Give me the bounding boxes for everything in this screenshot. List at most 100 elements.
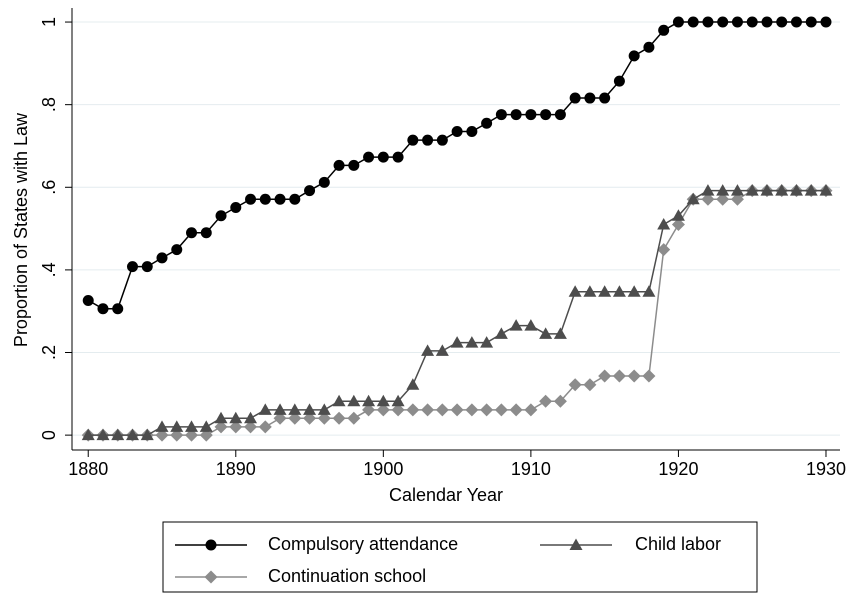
marker [171, 244, 183, 256]
marker [111, 428, 125, 441]
marker [377, 151, 389, 163]
marker [96, 428, 110, 441]
y-tick-label: 1 [39, 17, 59, 27]
marker [716, 192, 730, 206]
marker [304, 185, 316, 197]
marker [348, 159, 360, 171]
marker [199, 428, 213, 442]
marker [155, 428, 169, 442]
marker [805, 16, 817, 28]
marker [170, 420, 184, 432]
marker [672, 16, 684, 28]
x-tick-label: 1930 [806, 459, 846, 479]
marker [642, 369, 656, 383]
marker [598, 285, 612, 297]
marker [362, 403, 376, 417]
marker [362, 394, 376, 407]
marker [244, 411, 258, 424]
marker [539, 394, 553, 408]
marker [598, 369, 612, 383]
x-tick-label: 1890 [216, 459, 256, 479]
marker [804, 184, 818, 196]
marker [214, 411, 228, 424]
marker [510, 109, 522, 121]
marker [229, 420, 243, 434]
marker [466, 126, 478, 138]
marker [376, 403, 390, 417]
marker [214, 420, 228, 434]
marker [422, 134, 434, 146]
marker [333, 159, 345, 171]
marker [200, 227, 212, 239]
marker [156, 252, 168, 264]
marker [745, 184, 759, 196]
marker [140, 428, 154, 441]
marker [258, 403, 272, 415]
marker [450, 336, 464, 348]
marker [435, 403, 449, 417]
marker [406, 403, 420, 417]
marker [332, 411, 346, 425]
marker [746, 16, 758, 28]
marker [125, 428, 139, 441]
marker [539, 327, 553, 339]
marker [612, 285, 626, 297]
marker [376, 394, 390, 407]
marker [347, 411, 361, 425]
marker [730, 184, 744, 196]
marker [553, 327, 567, 339]
marker [776, 16, 788, 28]
marker [317, 411, 331, 425]
marker [391, 394, 405, 407]
marker [509, 403, 523, 417]
marker [687, 16, 699, 28]
marker [273, 411, 287, 425]
marker [451, 126, 463, 138]
marker [612, 369, 626, 383]
marker [288, 411, 302, 425]
y-tick-label: .8 [39, 97, 59, 112]
x-tick-label: 1900 [363, 459, 403, 479]
marker [421, 344, 435, 356]
marker [421, 403, 435, 417]
marker [274, 193, 286, 205]
series-line [87, 21, 826, 310]
marker [554, 109, 566, 121]
marker [229, 411, 243, 424]
marker [568, 378, 582, 392]
marker [273, 403, 287, 415]
y-axis-title: Proportion of States with Law [11, 112, 31, 347]
marker [185, 420, 199, 432]
marker [81, 428, 95, 441]
legend-label: Compulsory attendance [268, 534, 458, 554]
marker [407, 134, 419, 146]
x-tick-label: 1910 [511, 459, 551, 479]
marker [126, 261, 138, 273]
marker [363, 151, 375, 163]
marker [553, 394, 567, 408]
marker [775, 184, 789, 196]
y-tick-label: .4 [39, 262, 59, 277]
series-line [88, 189, 826, 436]
marker [244, 420, 258, 434]
marker [215, 210, 227, 222]
marker [819, 184, 833, 196]
marker [540, 109, 552, 121]
marker [657, 217, 671, 230]
marker [583, 378, 597, 392]
marker [701, 192, 715, 206]
marker [347, 394, 361, 407]
marker [627, 369, 641, 383]
marker [317, 403, 331, 415]
marker [569, 92, 581, 104]
marker [97, 303, 109, 315]
marker [568, 285, 582, 297]
marker [686, 192, 700, 205]
marker [584, 92, 596, 104]
marker [170, 428, 184, 442]
y-tick-label: 0 [39, 430, 59, 440]
marker [392, 151, 404, 163]
marker [435, 344, 449, 356]
y-tick-label: .6 [39, 180, 59, 195]
